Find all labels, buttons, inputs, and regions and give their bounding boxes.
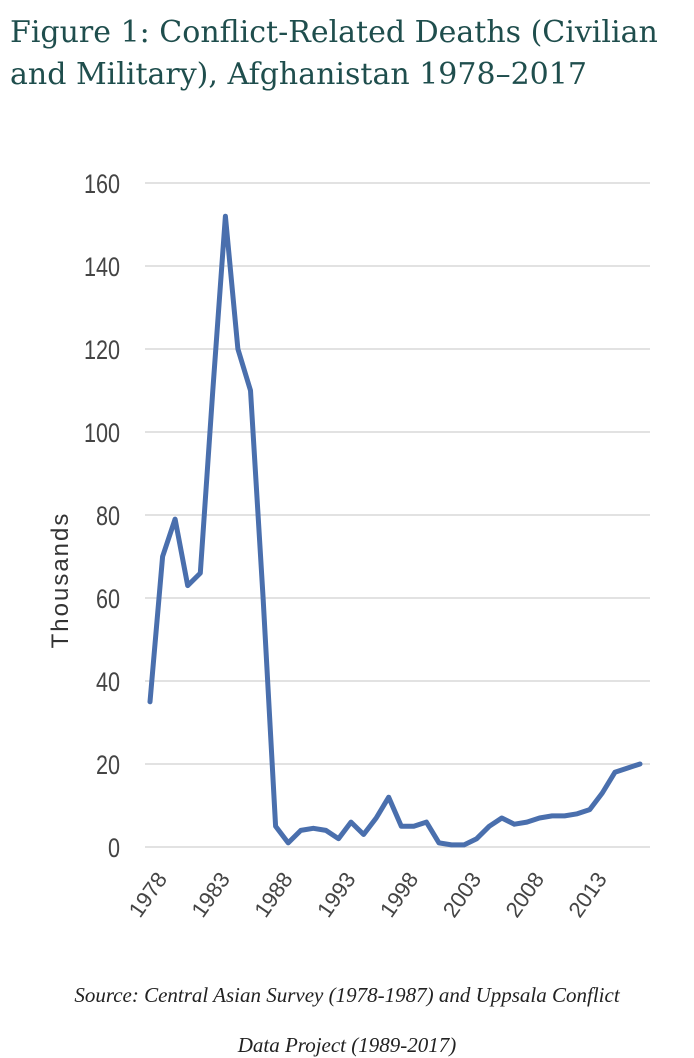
gridlines <box>145 182 650 848</box>
x-tick-label: 1988 <box>249 867 298 921</box>
y-tick-label: 0 <box>108 834 120 864</box>
series-line <box>147 213 643 848</box>
source-note-continued: Data Project (1989-2017) <box>237 1033 457 1057</box>
y-tick-label: 140 <box>84 253 120 283</box>
x-tick-label: 1983 <box>186 867 235 921</box>
x-tick-label: 2003 <box>438 867 487 921</box>
line-chart: Thousands 0 20 40 60 80 100 120 140 160 1978 1983… <box>47 170 650 922</box>
x-tick-label: 2013 <box>563 867 612 921</box>
y-tick-label: 120 <box>84 336 120 366</box>
x-tick-label: 1978 <box>124 867 173 921</box>
y-tick-label: 160 <box>84 170 120 200</box>
x-tick-label: 1993 <box>312 867 361 921</box>
y-tick-label: 60 <box>96 585 120 615</box>
y-tick-label: 80 <box>96 502 120 532</box>
y-tick-label: 40 <box>96 668 120 698</box>
x-tick-label: 2008 <box>501 867 550 921</box>
x-tick-label: 1998 <box>375 867 424 921</box>
x-tick-labels: 1978 1983 1988 1993 1998 2003 2008 2013 <box>124 867 612 921</box>
chart-title: Figure 1: Conflict-Related Deaths (Civil… <box>10 15 658 92</box>
y-axis-label: Thousands <box>47 512 74 649</box>
y-tick-labels: 0 20 40 60 80 100 120 140 160 <box>84 170 120 864</box>
y-tick-label: 20 <box>96 751 120 781</box>
source-note: Source: Central Asian Survey (1978-1987)… <box>74 983 620 1007</box>
y-tick-label: 100 <box>84 419 120 449</box>
